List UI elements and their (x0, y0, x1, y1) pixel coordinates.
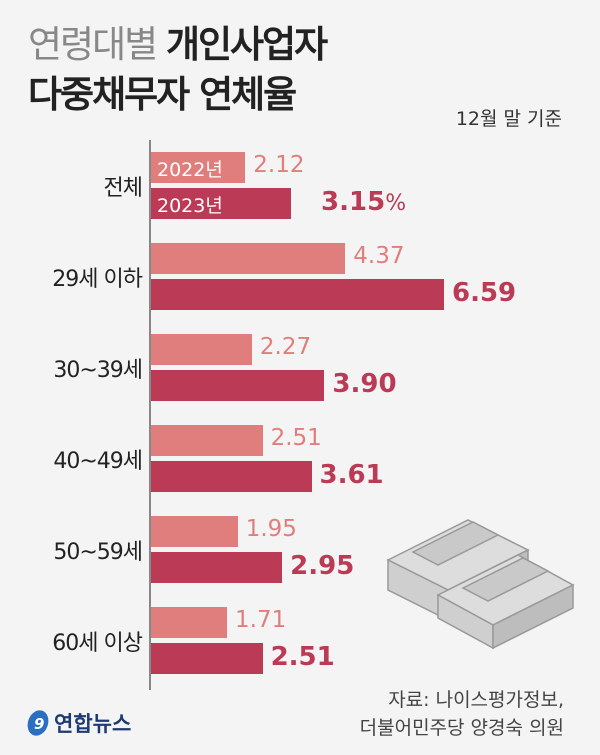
bar-2022년 (151, 425, 263, 456)
value-text: 3.61 (319, 460, 384, 490)
y-axis-line (149, 140, 151, 690)
bar-2022년 (151, 334, 252, 365)
category-label: 40~49세 (53, 449, 143, 474)
bar-2023년: 2023년 (151, 188, 292, 219)
bar-2022년 (151, 243, 346, 274)
source-line1: 자료: 나이스평가정보, (388, 689, 564, 711)
value-label: 2.51 (271, 642, 335, 672)
category-label: 29세 이하 (52, 267, 143, 292)
value-label: 2.27 (260, 334, 311, 360)
value-text: 3.90 (332, 369, 397, 399)
value-text: 1.71 (235, 607, 287, 633)
svg-text:9: 9 (34, 715, 44, 733)
title-line1: 연령대별 개인사업자 (28, 22, 328, 68)
value-text: 2.12 (253, 152, 305, 178)
value-text: 3.15 (321, 187, 386, 217)
value-label: 2.95 (290, 551, 354, 581)
category-label: 전체 (103, 176, 143, 201)
title-light: 연령대별 (28, 23, 158, 66)
value-text: 2.51 (270, 642, 335, 672)
value-text: 2.27 (259, 334, 312, 360)
title-line2: 다중채무자 연체율 (28, 73, 297, 116)
money-stack-icon (386, 519, 575, 650)
legend-label: 2022년 (157, 159, 223, 181)
value-label: 3.15% (321, 187, 406, 217)
value-text: 2.95 (290, 551, 355, 581)
logo-text: 연합뉴스 (54, 712, 132, 736)
value-text: 1.95 (245, 516, 297, 542)
value-text: 2.51 (270, 425, 322, 451)
value-label: 1.95 (246, 516, 297, 542)
bar-2023년 (151, 279, 444, 310)
bar-2023년 (151, 370, 325, 401)
bar-2023년 (151, 461, 312, 492)
yonhap-logo: 9 연합뉴스 (26, 708, 131, 738)
value-label: 2.51 (271, 425, 322, 451)
basis-note: 12월 말 기준 (455, 108, 562, 130)
value-text: 4.37 (353, 243, 405, 269)
value-label: 3.90 (332, 369, 396, 399)
value-label: 3.61 (320, 460, 384, 490)
logo-icon: 9 (27, 710, 49, 736)
category-label: 50~59세 (53, 540, 143, 565)
bar-2022년: 2022년 (151, 152, 246, 183)
value-label: 1.71 (235, 607, 286, 633)
source-note: 자료: 나이스평가정보, 더불어민주당 양경숙 의원 (360, 686, 564, 742)
bar-2023년 (151, 552, 283, 583)
value-text: 6.59 (452, 278, 517, 308)
value-label: 4.37 (353, 243, 404, 269)
source-line2: 더불어민주당 양경숙 의원 (359, 717, 564, 739)
value-label: 2.12 (253, 152, 304, 178)
category-label: 60세 이상 (52, 631, 143, 656)
legend-label: 2023년 (157, 195, 223, 217)
bar-2022년 (151, 516, 238, 547)
bar-2022년 (151, 607, 228, 638)
bar-2023년 (151, 643, 263, 674)
category-label: 30~39세 (53, 358, 143, 383)
title-bold: 개인사업자 (165, 23, 328, 66)
value-label: 6.59 (452, 278, 516, 308)
percent-symbol: % (385, 191, 407, 216)
